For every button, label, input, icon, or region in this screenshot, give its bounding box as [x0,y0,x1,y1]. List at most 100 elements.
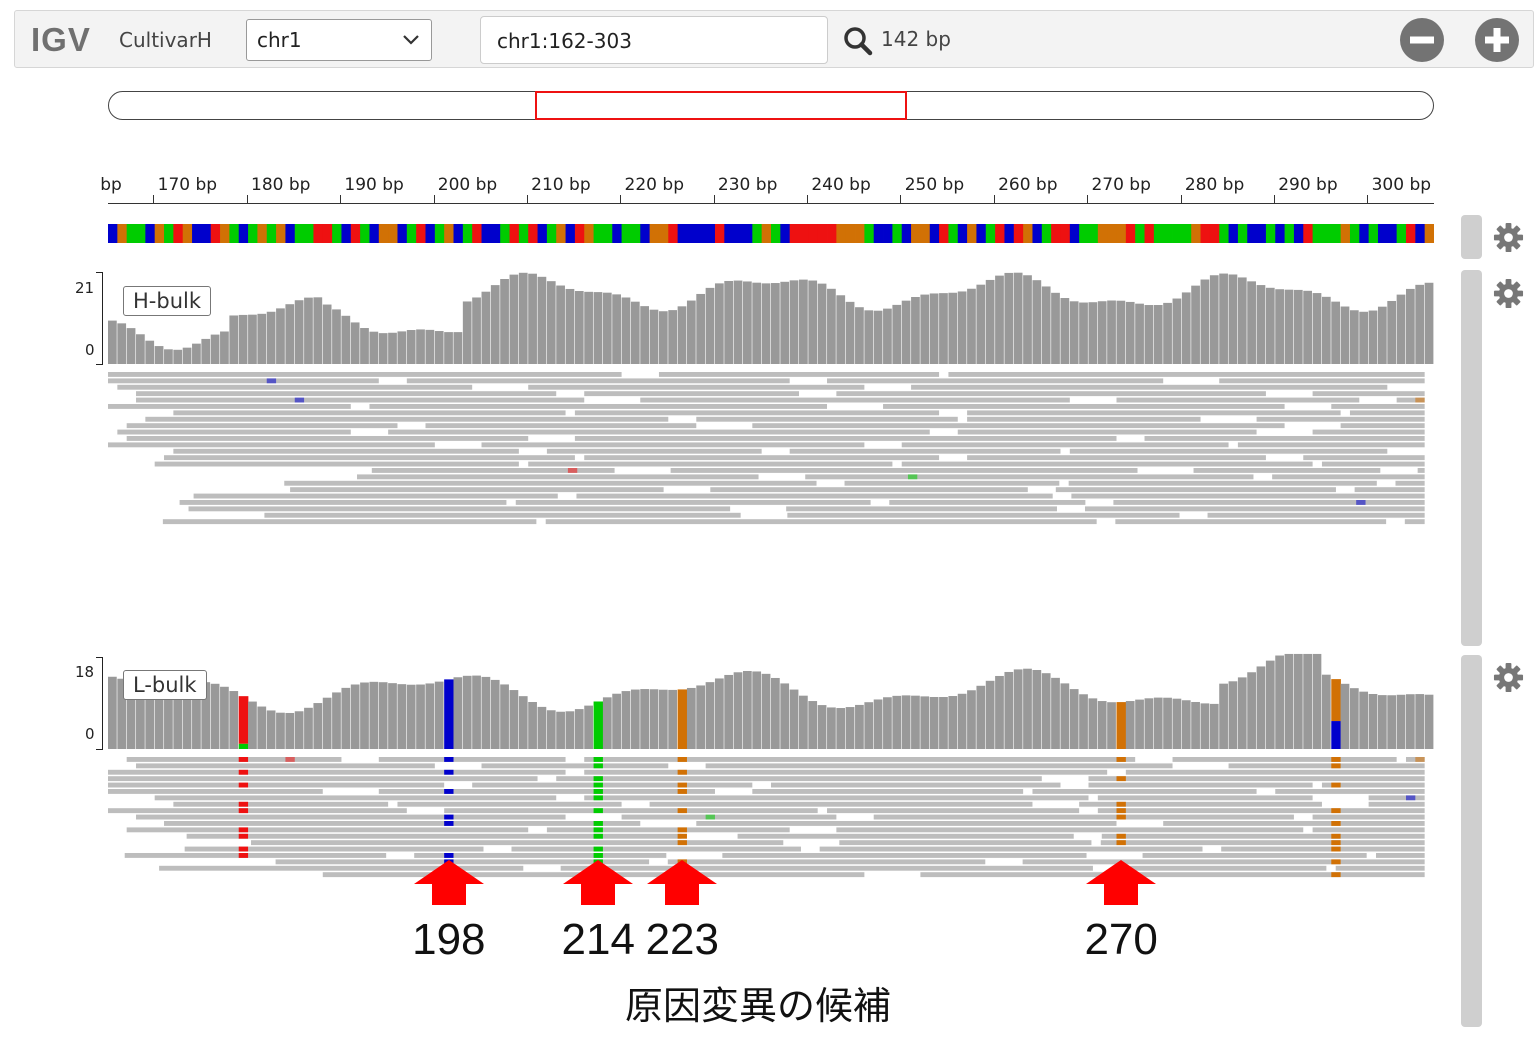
sequence-base [873,224,884,243]
coverage-bar [1125,701,1135,749]
coverage-bar [1415,284,1425,364]
coverage-bar [649,689,659,749]
coverage-bar [761,283,771,364]
sequence-base [1060,224,1071,243]
search-icon[interactable] [843,26,873,56]
zoom-in-icon[interactable] [1475,18,1519,62]
sequence-base [1256,224,1267,243]
read-mismatch [1415,757,1425,762]
sequence-base [453,224,464,243]
sequence-base [630,224,641,243]
l-bulk-alignments[interactable] [108,757,1434,887]
coverage-bar [201,338,211,364]
coverage-bar [313,297,323,364]
coverage-bar [556,711,565,749]
sequence-base [378,224,389,243]
read [752,423,1285,429]
coverage-bar [1069,301,1079,364]
coverage-bar [827,707,836,749]
h-bulk-scrollbar[interactable] [1461,270,1482,646]
read [173,448,519,454]
coverage-bar [341,687,351,749]
coverage-bar [537,706,547,749]
sequence-base [537,224,548,243]
sequence-base [472,224,482,243]
sequence-base [686,224,697,243]
sequence-base [1032,224,1043,243]
sequence-track-scrollbar[interactable] [1461,215,1482,259]
coverage-bar [350,684,360,749]
read [696,416,958,422]
locus-search-input[interactable]: chr1:162-303 [480,16,828,64]
sequence-base [266,224,277,243]
ideogram-current-region[interactable] [535,91,907,120]
read-mismatch [1116,840,1126,846]
l-bulk-label: L-bulk [123,670,207,700]
coverage-bar [1349,688,1359,749]
sequence-base [238,224,249,243]
read [1321,461,1425,467]
coverage-bar [668,689,678,749]
coverage-bar [1144,305,1154,364]
read-mismatch [294,397,305,403]
variant-coverage-bar [1116,702,1127,749]
coverage-bar [182,347,192,364]
candidate-position-label: 270 [1084,915,1158,964]
coverage-bar [864,310,874,364]
coverage-bar [192,681,201,749]
coverage-bar [388,332,397,364]
coverage-bar [1107,300,1116,364]
coverage-bar [1424,282,1434,364]
ruler-tick [340,195,342,203]
coverage-bar [462,301,472,364]
coverage-bar [434,681,444,749]
zoom-out-icon[interactable] [1400,18,1444,62]
read [1097,795,1313,801]
read [1130,865,1327,871]
coverage-bar [1097,701,1107,749]
sequence-base [126,224,137,243]
coverage-bar [836,708,846,749]
coverage-bar [724,674,734,749]
coverage-bar [500,684,509,749]
coverage-bar [612,693,621,749]
read [1312,827,1425,833]
read-mismatch [593,846,603,852]
ruler-tick [526,195,528,203]
coverage-bar [108,320,117,364]
h-bulk-alignments[interactable] [108,372,1434,532]
sequence-base [705,224,716,243]
sequence-base [481,224,492,243]
coverage-bar [901,695,911,749]
sequence-base [257,224,268,243]
l-bulk-scrollbar[interactable] [1461,655,1482,1027]
read [108,789,323,794]
chromosome-select[interactable]: chr1 [246,19,432,61]
coverage-bar [1275,655,1284,749]
sequence-base [145,224,156,243]
sequence-base [546,224,557,243]
gear-icon[interactable] [1493,662,1524,693]
coverage-bar [1023,275,1032,364]
sequence-base [462,224,473,243]
sequence-base [1144,224,1155,243]
read-mismatch [677,769,687,775]
gear-icon[interactable] [1493,222,1524,253]
coverage-bar [584,705,593,749]
candidate-arrow-shape [413,860,484,905]
read [193,493,558,499]
l-bulk-scale-bracket [96,657,103,750]
coverage-bar [957,693,967,749]
sequence-base [1359,224,1370,243]
coverage-bar [1359,311,1369,364]
sequence-base [528,224,538,243]
read [545,519,1097,525]
sequence-base [929,224,940,243]
coverage-bar [929,696,939,749]
sequence-base [1191,224,1201,243]
sequence-base [883,224,893,243]
sequence-base [313,224,324,243]
gear-icon[interactable] [1493,278,1524,309]
read-mismatch [238,853,249,858]
genome-label[interactable]: CultivarH [119,28,212,52]
